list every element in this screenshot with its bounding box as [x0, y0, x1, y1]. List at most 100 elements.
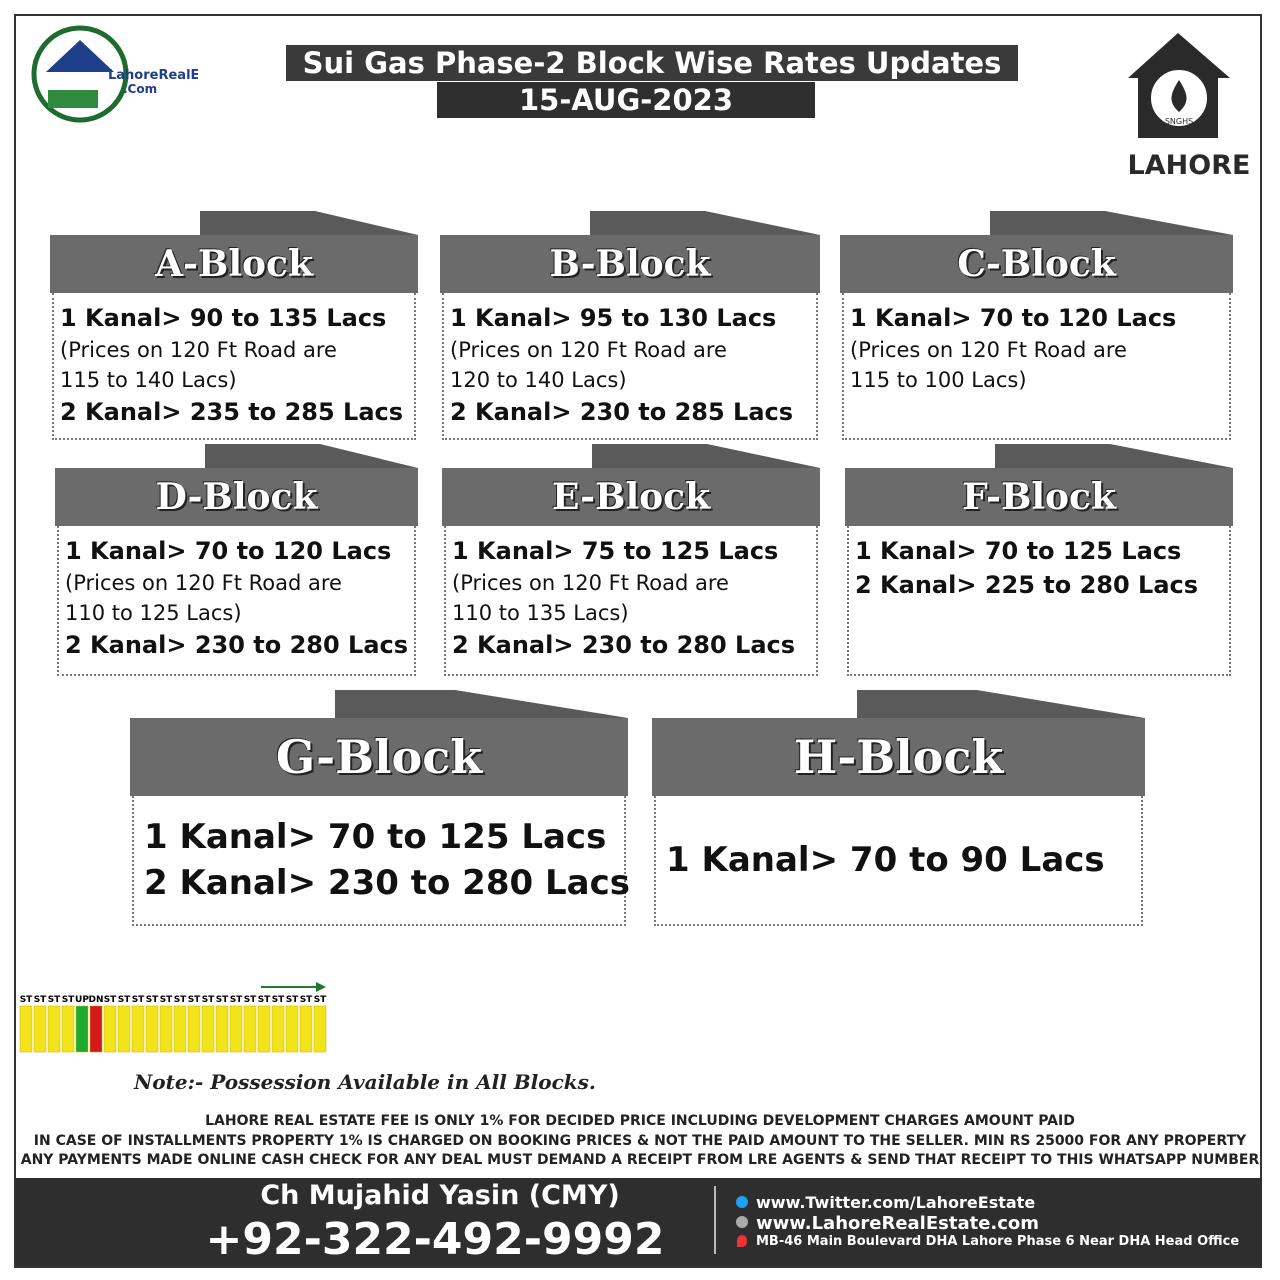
strip-bar [271, 1005, 285, 1053]
strip-bar [117, 1005, 131, 1053]
block-header: B-Block [440, 235, 820, 293]
rate-line: 110 to 125 Lacs) [65, 601, 242, 625]
strip-bar [313, 1005, 327, 1053]
date: 15-AUG-2023 [437, 82, 815, 118]
logo: LahoreRealEstate .Com [31, 25, 198, 123]
rate-line: 1 Kanal> 70 to 120 Lacs [850, 304, 1177, 332]
twitter: www.Twitter.com/LahoreEstate [756, 1193, 1036, 1212]
strip-bar [61, 1005, 75, 1053]
strip-label: ST [174, 995, 187, 1005]
logo-text: LahoreRealEstate [108, 68, 198, 83]
strip-bar [187, 1005, 201, 1053]
strip-bar [33, 1005, 47, 1053]
block-body: 1 Kanal> 70 to 125 Lacs 2 Kanal> 230 to 2… [132, 796, 630, 926]
rate-line: 110 to 135 Lacs) [452, 601, 629, 625]
block-body: 1 Kanal> 90 to 135 Lacs (Prices on 120 Ft… [52, 293, 416, 440]
strip-bar [299, 1005, 313, 1053]
rate-line: 1 Kanal> 70 to 125 Lacs [855, 537, 1182, 565]
strip-label: UP [75, 995, 89, 1005]
rate-line: (Prices on 120 Ft Road are [452, 571, 729, 595]
rate-line: 1 Kanal> 95 to 130 Lacs [450, 304, 777, 332]
badge-text: SNGHS [1165, 117, 1193, 126]
rate-line: 1 Kanal> 70 to 125 Lacs [144, 817, 607, 857]
pin-icon [737, 1235, 747, 1247]
block-header: H-Block [652, 718, 1145, 796]
strip-bar [19, 1005, 33, 1053]
strip-label: ST [48, 995, 61, 1005]
rate-line: 1 Kanal> 70 to 120 Lacs [65, 537, 392, 565]
fee-line: IN CASE OF INSTALLMENTS PROPERTY 1% IS C… [33, 1132, 1247, 1149]
rate-line: 2 Kanal> 230 to 280 Lacs [452, 631, 796, 659]
block-body: 1 Kanal> 70 to 120 Lacs (Prices on 120 Ft… [842, 293, 1231, 440]
strip-label: ST [314, 995, 327, 1005]
rate-line: (Prices on 120 Ft Road are [450, 338, 727, 362]
society-logo: SNGHS LAHORE [1128, 33, 1251, 181]
strip-label: DN [88, 995, 103, 1005]
note: Note:- Possession Available in All Block… [134, 1070, 596, 1094]
strip-label: ST [118, 995, 131, 1005]
address: MB-46 Main Boulevard DHA Lahore Phase 6 … [756, 1234, 1240, 1249]
strip-label: ST [146, 995, 159, 1005]
website: www.LahoreRealEstate.com [756, 1213, 1040, 1234]
block-body: 1 Kanal> 70 to 90 Lacs [654, 796, 1143, 926]
rate-line: 2 Kanal> 225 to 280 Lacs [855, 571, 1199, 599]
phone: +92-322-492-9992 [205, 1214, 665, 1265]
strip-bar [131, 1005, 145, 1053]
strip-label: ST [188, 995, 201, 1005]
divider [714, 1186, 716, 1254]
block-header: A-Block [50, 235, 418, 293]
block-body: 1 Kanal> 75 to 125 Lacs (Prices on 120 Ft… [444, 526, 818, 676]
rate-line: 115 to 100 Lacs) [850, 368, 1027, 392]
rate-line: (Prices on 120 Ft Road are [850, 338, 1127, 362]
web-icon [736, 1216, 748, 1228]
strip-bar [173, 1005, 187, 1053]
strip-label: ST [300, 995, 313, 1005]
strip-label: ST [62, 995, 75, 1005]
logo-sub: .Com [123, 82, 157, 96]
block-header: E-Block [442, 468, 820, 526]
city: LAHORE [1128, 150, 1251, 181]
strip-bar [75, 1005, 89, 1053]
strip-label: ST [20, 995, 33, 1005]
block-body: 1 Kanal> 70 to 125 Lacs 2 Kanal> 225 to 2… [847, 526, 1231, 676]
rate-line: 120 to 140 Lacs) [450, 368, 627, 392]
block-header: G-Block [130, 718, 628, 796]
block-header: D-Block [55, 468, 418, 526]
rate-line: 2 Kanal> 230 to 285 Lacs [450, 398, 794, 426]
rate-line: 2 Kanal> 235 to 285 Lacs [60, 398, 404, 426]
strip-bar [229, 1005, 243, 1053]
title: Sui Gas Phase-2 Block Wise Rates Updates [286, 45, 1018, 81]
strip-bar [47, 1005, 61, 1053]
block-header: F-Block [845, 468, 1233, 526]
rate-line: 2 Kanal> 230 to 280 Lacs [65, 631, 409, 659]
strip-label: ST [34, 995, 47, 1005]
block-header: C-Block [840, 235, 1233, 293]
strip-label: ST [104, 995, 117, 1005]
strip-bar [145, 1005, 159, 1053]
rate-line: 1 Kanal> 70 to 90 Lacs [666, 840, 1105, 880]
strip-bar [243, 1005, 257, 1053]
strip-bar [201, 1005, 215, 1053]
footer [16, 1178, 1262, 1266]
strip-label: ST [244, 995, 257, 1005]
strip-label: ST [272, 995, 285, 1005]
rate-line: (Prices on 120 Ft Road are [60, 338, 337, 362]
strip-label: ST [202, 995, 215, 1005]
strip-bar [103, 1005, 117, 1053]
fee-line: ANY PAYMENTS MADE ONLINE CASH CHECK FOR … [20, 1152, 1260, 1168]
strip-label: ST [132, 995, 145, 1005]
strip-label: ST [160, 995, 173, 1005]
status-strip: ST ST ST ST UP DN ST ST ST ST ST ST ST ST ST ST ST ST ST ST… [19, 982, 327, 1053]
strip-bar [285, 1005, 299, 1053]
strip-bar [159, 1005, 173, 1053]
strip-bar [215, 1005, 229, 1053]
strip-bar [89, 1005, 103, 1053]
rate-line: 2 Kanal> 230 to 280 Lacs [144, 863, 630, 903]
strip-label: ST [286, 995, 299, 1005]
frame [14, 14, 1262, 1268]
block-body: 1 Kanal> 95 to 130 Lacs (Prices on 120 Ft… [442, 293, 818, 440]
strip-bar [257, 1005, 271, 1053]
fee-line: LAHORE REAL ESTATE FEE IS ONLY 1% FOR DE… [205, 1113, 1075, 1129]
strip-label: ST [230, 995, 243, 1005]
